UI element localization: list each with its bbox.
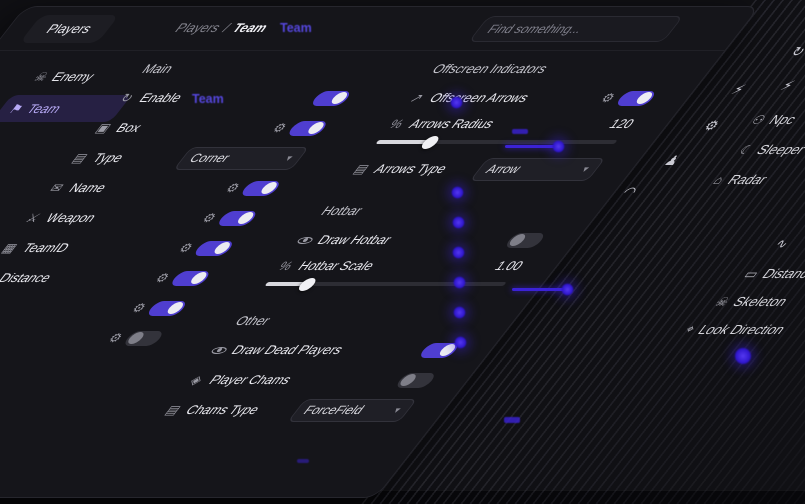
eye-icon (207, 344, 231, 357)
tab-players[interactable]: Players (19, 15, 119, 43)
chams-type-label: Chams Type (182, 403, 264, 417)
arrows-radius-slider[interactable] (375, 135, 618, 149)
arrows-radius-label: Arrows Radius (405, 117, 498, 131)
row-distance-label: Distance (0, 271, 55, 285)
name-toggle[interactable] (239, 180, 283, 196)
weapon-toggle[interactable] (215, 210, 260, 226)
row-enable-label: Enable (135, 91, 186, 105)
arrows-type-dropdown[interactable]: Arrow ▾ (469, 157, 606, 181)
arrows-type-label: Arrows Type (370, 162, 451, 176)
distance-toggle[interactable] (168, 270, 213, 286)
row-box-type-label: Type (89, 151, 128, 165)
truncated-toggle-1[interactable] (145, 300, 190, 316)
row-truncated-1: ⚙ (0, 293, 237, 323)
row-box: ▣ Box ⚙ (84, 113, 377, 143)
section-header-main: Main (138, 62, 177, 76)
row-name-label: Name (65, 181, 110, 195)
row-enable: ↻ Enable (108, 83, 401, 113)
chams-type-value: ForceField (300, 403, 368, 417)
nav-item-team-label: Team (23, 101, 66, 116)
chevron-down-icon: ▾ (579, 163, 593, 174)
gear-icon[interactable]: ⚙ (175, 241, 197, 255)
tab-players-label: Players (42, 22, 96, 36)
draw-dead-players-toggle[interactable] (417, 342, 462, 358)
player-chams-toggle[interactable] (394, 372, 438, 388)
gear-icon[interactable]: ⚙ (151, 271, 174, 285)
sidebar-item-sleeper[interactable]: ☾ Sleeper (735, 142, 805, 157)
player-chams-label: Player Chams (205, 373, 296, 387)
row-draw-hotbar: Draw Hotbar (287, 225, 595, 255)
hotbar-scale-labels: % Hotbar Scale 1.00 (270, 255, 572, 277)
row-offscreen-arrows: ↗ Offscreen Arrows ⚙ (398, 83, 706, 113)
row-teamid: ▦ TeamID ⚙ (0, 233, 284, 263)
row-weapon: ⚔ Weapon ⚙ (14, 203, 307, 233)
sidebar-item-distance[interactable]: ▭ Distance (740, 266, 805, 281)
row-distance: ↔ Distance ⚙ (0, 263, 261, 293)
sidebar-item-sleeper-label: Sleeper (753, 142, 805, 157)
window-topbar: Players Players / Team (0, 7, 759, 51)
box-type-dropdown[interactable]: Corner ▾ (173, 146, 310, 170)
arrows-type-value: Arrow (482, 162, 525, 176)
row-draw-dead-players: Draw Dead Players (201, 335, 509, 365)
breadcrumb-root[interactable]: Players (171, 21, 225, 35)
draw-dead-players-label: Draw Dead Players (228, 343, 347, 357)
nav-item-enemy-label: Enemy (48, 69, 99, 84)
offscreen-arrows-toggle[interactable] (614, 90, 659, 106)
row-player-chams: ◈ Player Chams (177, 365, 485, 395)
sidebar-item-skeleton[interactable]: ☠ Skeleton (712, 294, 792, 309)
gear-icon[interactable]: ⚙ (597, 91, 619, 105)
hotbar-scale-label: Hotbar Scale (294, 259, 378, 273)
chevron-down-icon: ▾ (283, 152, 296, 163)
sidebar-item-distance-label: Distance (758, 266, 805, 281)
search-input[interactable] (468, 16, 684, 42)
box-toggle[interactable] (286, 120, 330, 136)
section-header-other: Other (231, 314, 274, 328)
gear-icon[interactable]: ⚙ (128, 301, 150, 315)
section-header-hotbar: Hotbar (317, 204, 367, 218)
box-type-value: Corner (186, 151, 234, 165)
breadcrumb-current[interactable]: Team (228, 21, 272, 35)
chams-type-dropdown[interactable]: ForceField ▾ (287, 398, 418, 422)
row-weapon-label: Weapon (42, 211, 100, 225)
chevron-down-icon: ▾ (391, 404, 404, 415)
arrows-radius-value: 120 (605, 117, 638, 131)
row-hotbar-scale: % Hotbar Scale 1.00 (263, 255, 572, 291)
row-box-type: ▤ Type Corner ▾ (61, 143, 354, 173)
row-truncated-2: ⚙ (0, 323, 214, 353)
truncated-toggle-2[interactable] (122, 330, 166, 346)
breadcrumb: Players / Team (172, 21, 272, 35)
enable-toggle[interactable] (309, 90, 354, 106)
hotbar-scale-value: 1.00 (491, 259, 527, 273)
section-header-offscreen: Offscreen Indicators (428, 62, 552, 76)
row-teamid-label: TeamID (18, 241, 73, 255)
gear-icon[interactable]: ⚙ (221, 181, 244, 195)
gear-icon[interactable]: ⚙ (268, 121, 291, 135)
hotbar-scale-slider[interactable] (264, 277, 507, 291)
gear-icon[interactable]: ⚙ (104, 331, 127, 345)
row-chams-type: ▤ Chams Type ForceField ▾ (154, 395, 462, 425)
draw-hotbar-toggle[interactable] (503, 232, 548, 248)
arrows-radius-labels: % Arrows Radius 120 (381, 113, 683, 135)
sidebar-item-look-direction-label: Look Direction (694, 322, 790, 337)
gear-icon[interactable]: ⚙ (198, 211, 221, 225)
draw-hotbar-label: Draw Hotbar (314, 233, 396, 247)
teamid-toggle[interactable] (192, 240, 237, 256)
eye-icon (293, 234, 317, 247)
row-box-label: Box (112, 121, 146, 135)
sidebar-item-look-direction[interactable]: ⌖ Look Direction (681, 322, 790, 337)
row-arrows-radius: % Arrows Radius 120 (373, 113, 683, 149)
row-name: ✉ Name ⚙ (37, 173, 330, 203)
row-offscreen-arrows-label: Offscreen Arrows (425, 91, 533, 105)
row-arrows-type: ▤ Arrows Type Arrow ▾ (341, 153, 651, 185)
